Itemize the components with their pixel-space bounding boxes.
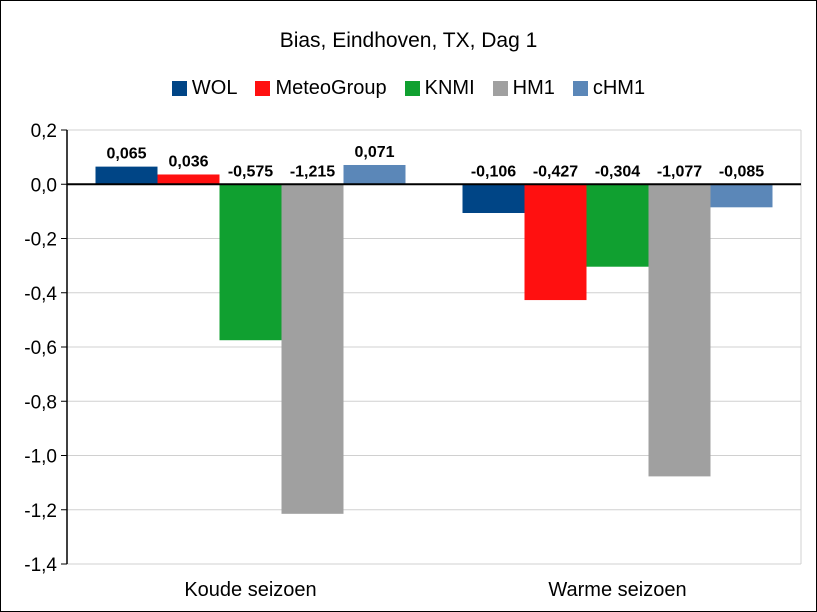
data-label: 0,071 [354, 144, 394, 161]
legend-swatch-meteogroup [255, 81, 271, 96]
y-tick-label: -0,4 [24, 284, 57, 305]
data-label: 0,036 [168, 153, 208, 170]
y-tick-label: -0,6 [24, 338, 57, 359]
x-category-label: Koude seizoen [184, 579, 316, 601]
x-category-label: Warme seizoen [548, 579, 686, 601]
y-tick-label: -1,0 [24, 447, 57, 468]
y-tick-label: -1,4 [24, 555, 57, 576]
legend-item-hm1: HM1 [492, 77, 555, 100]
y-tick-label: 0,0 [31, 175, 57, 196]
bar-hm1-koude [281, 184, 344, 514]
legend-item-knmi: KNMI [404, 77, 475, 100]
legend-label-chm1: cHM1 [592, 77, 646, 99]
data-label: -0,085 [719, 163, 764, 180]
chart-title: Bias, Eindhoven, TX, Dag 1 [279, 29, 538, 52]
y-tick-label: -0,8 [24, 392, 57, 413]
data-label: -1,215 [290, 163, 335, 180]
y-tick-label: 0,2 [31, 121, 57, 142]
bar-chm1-warme [710, 184, 773, 208]
bar-meteogroup-warme [524, 184, 587, 301]
data-label: -0,106 [471, 163, 516, 180]
legend-swatch-chm1 [572, 81, 588, 96]
bar-hm1-warme [648, 184, 711, 477]
legend-swatch-hm1 [492, 81, 508, 96]
bar-meteogroup-koude [157, 174, 220, 185]
legend-item-chm1: cHM1 [572, 77, 646, 100]
bar-knmi-koude [219, 184, 282, 341]
legend-label-meteogroup: MeteoGroup [275, 77, 387, 99]
data-label: -0,427 [533, 163, 578, 180]
bar-chm1-koude [343, 164, 406, 185]
bar-wol-warme [462, 184, 525, 214]
legend-label-wol: WOL [191, 77, 238, 99]
data-label: 0,065 [106, 146, 146, 163]
y-tick-label: -0,2 [24, 230, 57, 251]
legend-item-meteogroup: MeteoGroup [255, 77, 387, 100]
legend-label-hm1: HM1 [512, 77, 555, 99]
data-label: -0,304 [595, 163, 640, 180]
data-label: -0,575 [228, 163, 273, 180]
data-label: -1,077 [657, 163, 702, 180]
bar-knmi-warme [586, 184, 649, 267]
legend-swatch-wol [171, 81, 187, 96]
bar-wol-koude [95, 166, 158, 185]
chart-legend: WOL MeteoGroup KNMI HM1 cHM1 [1, 77, 816, 100]
legend-swatch-knmi [404, 81, 420, 96]
legend-item-wol: WOL [171, 77, 238, 100]
legend-label-knmi: KNMI [424, 77, 475, 99]
y-tick-label: -1,2 [24, 501, 57, 522]
